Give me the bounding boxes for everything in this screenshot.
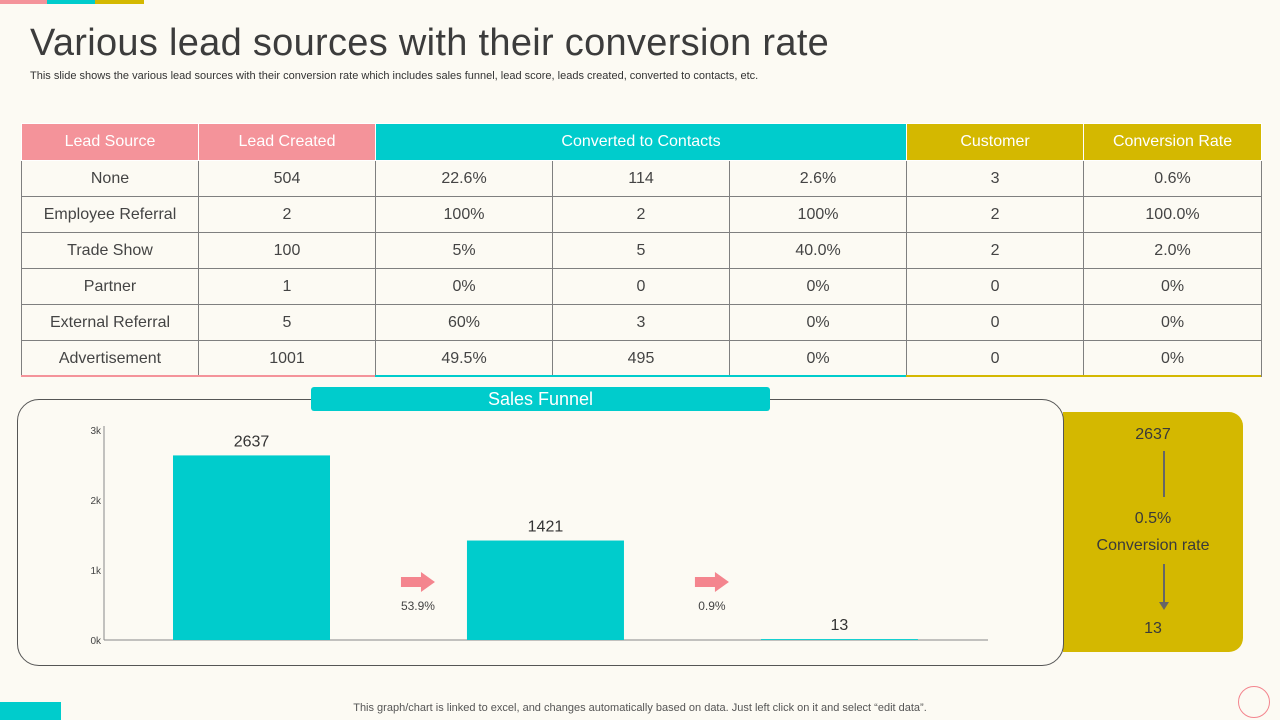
table-row: Advertisement 1001 49.5% 495 0% 0 0%	[21, 340, 1263, 377]
table-cell: 1001	[198, 340, 376, 377]
table-cell: 49.5%	[375, 340, 553, 377]
table-cell: 0	[906, 268, 1085, 305]
table-cell: 114	[552, 160, 730, 197]
table-cell: 2	[906, 196, 1085, 233]
table-cell: 0%	[1083, 340, 1263, 377]
header-converted-to-contacts: Converted to Contacts	[374, 123, 908, 161]
table-underline-teal	[375, 375, 906, 377]
step-rate-label: 53.9%	[401, 599, 435, 613]
summary-top-value: 2637	[1135, 426, 1171, 443]
table-cell: 504	[198, 160, 376, 197]
table-row: External Referral 5 60% 3 0% 0 0%	[21, 304, 1263, 341]
table-row: Employee Referral 2 100% 2 100% 2 100.0%	[21, 196, 1263, 233]
table-cell: Trade Show	[21, 232, 199, 269]
table-cell: 0	[906, 304, 1085, 341]
table-cell: 0	[552, 268, 730, 305]
step-arrow-icon	[400, 572, 435, 592]
footer-accent-bar	[0, 702, 61, 720]
table-cell: None	[21, 160, 199, 197]
header-lead-source: Lead Source	[21, 123, 199, 161]
top-accent-pink	[0, 0, 47, 4]
table-cell: 495	[552, 340, 730, 377]
table-cell: 1	[198, 268, 376, 305]
corner-circle-icon	[1238, 686, 1270, 718]
table-cell: 100.0%	[1083, 196, 1263, 233]
table-cell: 60%	[375, 304, 553, 341]
y-tick-label: 3k	[90, 426, 102, 437]
page-subtitle: This slide shows the various lead source…	[30, 70, 759, 82]
table-cell: 5%	[375, 232, 553, 269]
bar-data-label: 13	[831, 617, 849, 634]
table-cell: 2.0%	[1083, 232, 1263, 269]
table-header-row: Lead Source Lead Created Converted to Co…	[21, 123, 1263, 161]
summary-rate-value: 0.5%	[1134, 510, 1172, 527]
table-cell: 2.6%	[728, 160, 908, 197]
table-cell: External Referral	[21, 304, 199, 341]
table-cell: 0%	[728, 304, 908, 341]
table-cell: 0%	[375, 268, 553, 305]
step-arrow-icon	[694, 572, 729, 592]
top-accent-teal	[47, 0, 95, 4]
table-cell: 3	[552, 304, 730, 341]
table-cell: Advertisement	[21, 340, 199, 377]
header-lead-created: Lead Created	[198, 123, 376, 161]
page-title: Various lead sources with their conversi…	[30, 22, 830, 64]
table-underline-gold	[906, 375, 1261, 377]
table-row: Trade Show 100 5% 5 40.0% 2 2.0%	[21, 232, 1263, 269]
table-cell: 5	[198, 304, 376, 341]
table-cell: 5	[552, 232, 730, 269]
bar	[173, 455, 330, 640]
summary-down-arrow-icon	[1159, 602, 1169, 610]
table-cell: 0%	[728, 268, 908, 305]
table-cell: 40.0%	[728, 232, 908, 269]
table-cell: 100	[198, 232, 376, 269]
table-row: None 504 22.6% 114 2.6% 3 0.6%	[21, 160, 1263, 197]
header-customer: Customer	[906, 123, 1085, 161]
table-cell: 0.6%	[1083, 160, 1263, 197]
summary-bottom-value: 13	[1144, 620, 1162, 637]
bar-data-label: 2637	[234, 433, 270, 450]
y-tick-label: 2k	[90, 496, 102, 507]
summary-connector-line	[1163, 451, 1165, 497]
table-cell: 100%	[728, 196, 908, 233]
summary-rate-label: Conversion rate	[1096, 537, 1210, 554]
table-underline-pink	[21, 375, 375, 377]
table-cell: 0	[906, 340, 1085, 377]
summary-down-arrow-line	[1163, 564, 1165, 604]
table-cell: 2	[906, 232, 1085, 269]
table-cell: 2	[198, 196, 376, 233]
table-cell: 2	[552, 196, 730, 233]
step-rate-label: 0.9%	[698, 599, 726, 613]
table-cell: Employee Referral	[21, 196, 199, 233]
bar-data-label: 1421	[528, 519, 564, 536]
y-tick-label: 0k	[90, 636, 102, 647]
bar	[466, 540, 624, 640]
table-cell: 0%	[1083, 268, 1263, 305]
footer-note: This graph/chart is linked to excel, and…	[353, 702, 927, 714]
conversion-summary-box: 2637 0.5% Conversion rate 13	[1063, 412, 1243, 652]
table-cell: 3	[906, 160, 1085, 197]
table-row: Partner 1 0% 0 0% 0 0%	[21, 268, 1263, 305]
bar	[760, 639, 918, 640]
header-conversion-rate: Conversion Rate	[1083, 123, 1263, 161]
top-accent-gold	[95, 0, 144, 4]
lead-sources-table: Lead Source Lead Created Converted to Co…	[21, 123, 1263, 377]
table-cell: 0%	[1083, 304, 1263, 341]
table-cell: Partner	[21, 268, 199, 305]
sales-funnel-title: Sales Funnel	[311, 387, 770, 411]
y-tick-label: 1k	[90, 566, 102, 577]
